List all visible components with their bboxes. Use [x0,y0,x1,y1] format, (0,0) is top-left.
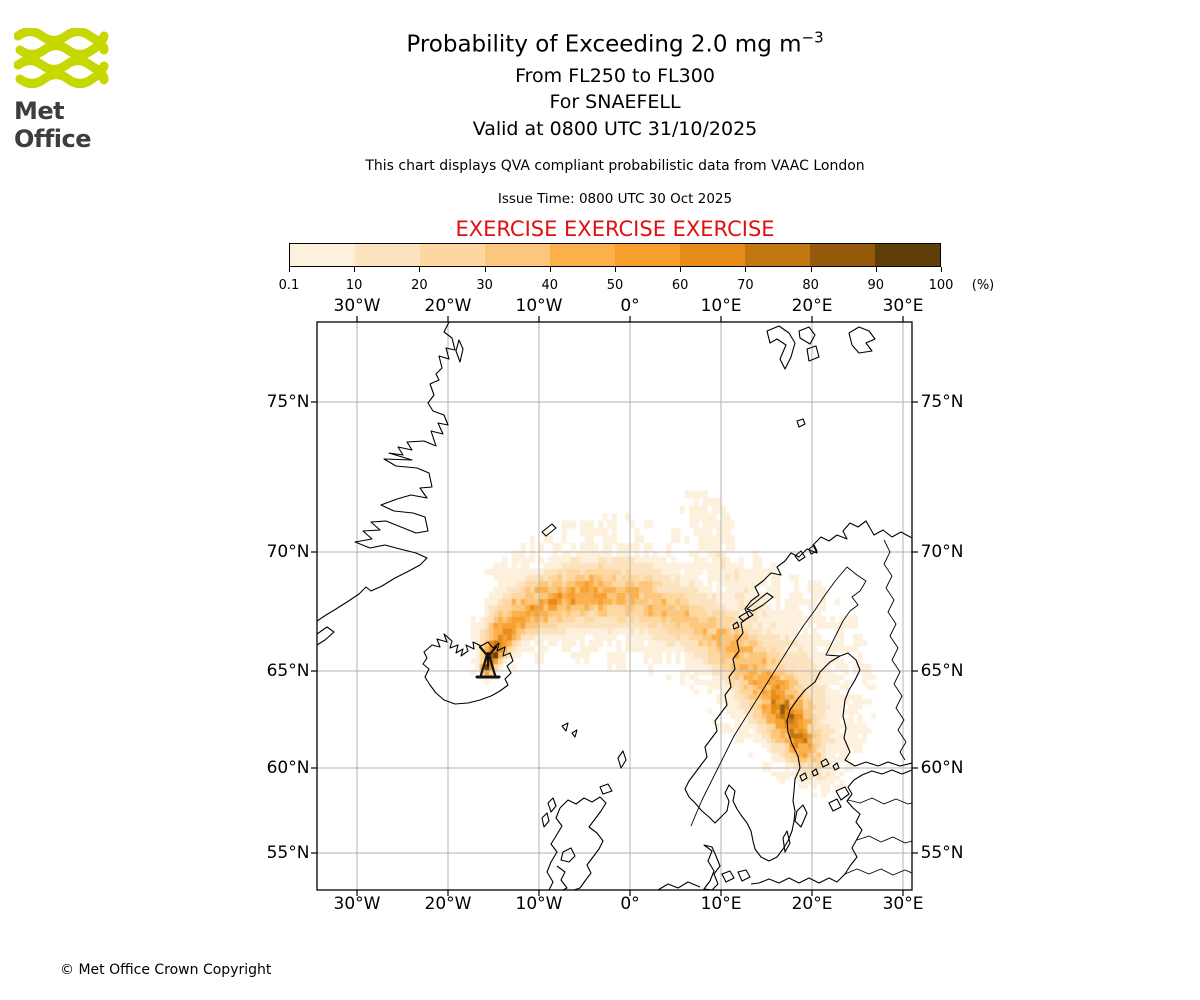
colorbar-tick-label: 0.1 [278,278,300,293]
colorbar-segment [355,244,420,266]
latitude-label-right: 55°N [920,843,964,863]
exercise-banner: EXERCISE EXERCISE EXERCISE [455,217,775,241]
longitude-label-top: 0° [620,296,640,316]
colorbar-segment [875,244,940,266]
colorbar-tick-label: 90 [867,278,885,293]
latitude-label-left: 65°N [266,661,310,681]
longitude-label-bottom: 10°W [515,894,563,914]
latitude-label-left: 75°N [266,392,310,412]
colorbar-tick-label: 10 [345,278,363,293]
colorbar-tick [875,267,877,272]
longitude-label-bottom: 20°E [791,894,833,914]
country-borders [690,539,912,876]
title-text: Probability of Exceeding 2.0 mg m [406,31,802,58]
subtitle-valid-time: Valid at 0800 UTC 31/10/2025 [472,118,758,140]
subtitle-flight-levels: From FL250 to FL300 [515,65,715,87]
colorbar-segment [290,244,355,266]
colorbar-tick-label: 30 [476,278,493,293]
longitude-label-top: 20°E [791,296,833,316]
latitude-label-right: 75°N [920,392,964,412]
colorbar-tick [680,267,682,272]
longitude-label-top: 10°W [515,296,563,316]
colorbar-tick [745,267,747,272]
colorbar-tick-label: 80 [802,278,819,293]
probability-colorbar [289,243,941,267]
graticule-gridlines [317,322,912,890]
met-office-logo: Met Office [13,27,114,153]
latitude-label-right: 65°N [920,661,964,681]
latitude-label-left: 60°N [266,758,310,778]
latitude-label-right: 70°N [920,542,964,562]
axis-ticks [311,316,918,896]
colorbar-tick [549,267,551,272]
issue-time: Issue Time: 0800 UTC 30 Oct 2025 [497,191,733,207]
latitude-label-left: 55°N [266,843,310,863]
longitude-label-bottom: 0° [620,894,640,914]
title-exponent: −3 [801,28,824,47]
colorbar-tick [941,267,942,272]
probability-plume-canvas [317,322,912,890]
colorbar-segment [680,244,745,266]
colorbar-tick [484,267,486,272]
longitude-label-top: 20°W [424,296,472,316]
colorbar-segment [810,244,875,266]
longitude-label-bottom: 10°E [700,894,742,914]
longitude-label-top: 30°W [333,296,381,316]
colorbar-tick-label: 50 [606,278,624,293]
longitude-label-bottom: 30°W [333,894,381,914]
longitude-label-top: 10°E [700,296,742,316]
info-line: This chart displays QVA compliant probab… [365,158,865,174]
colorbar-tick [354,267,356,272]
copyright-notice: © Met Office Crown Copyright [60,962,272,978]
colorbar-tick-label: 100 [928,278,954,293]
latitude-label-left: 70°N [266,542,310,562]
coastlines [317,322,912,890]
latitude-label-right: 60°N [920,758,964,778]
longitude-label-top: 30°E [882,296,924,316]
colorbar-tick-label: 70 [737,278,754,293]
longitude-label-bottom: 20°W [424,894,472,914]
page-title: Probability of Exceeding 2.0 mg m−3 [406,29,823,58]
colorbar-segment [485,244,550,266]
colorbar-segment [550,244,615,266]
colorbar-tick [615,267,616,272]
colorbar-tick [289,267,290,272]
colorbar-segment [615,244,680,266]
logo-text: Met Office [14,97,92,153]
colorbar-tick [419,267,421,272]
longitude-label-bottom: 30°E [882,894,924,914]
colorbar-segment [420,244,485,266]
colorbar-unit-label: (%) [971,278,995,293]
colorbar-tick-label: 60 [671,278,689,293]
volcano-marker [475,645,501,679]
colorbar-segment [745,244,810,266]
map-border [316,321,913,891]
colorbar-tick-label: 20 [411,278,428,293]
subtitle-volcano: For SNAEFELL [549,91,681,113]
logo-waves-icon [13,27,109,88]
colorbar-tick [810,267,812,272]
colorbar-tick-label: 40 [541,278,559,293]
